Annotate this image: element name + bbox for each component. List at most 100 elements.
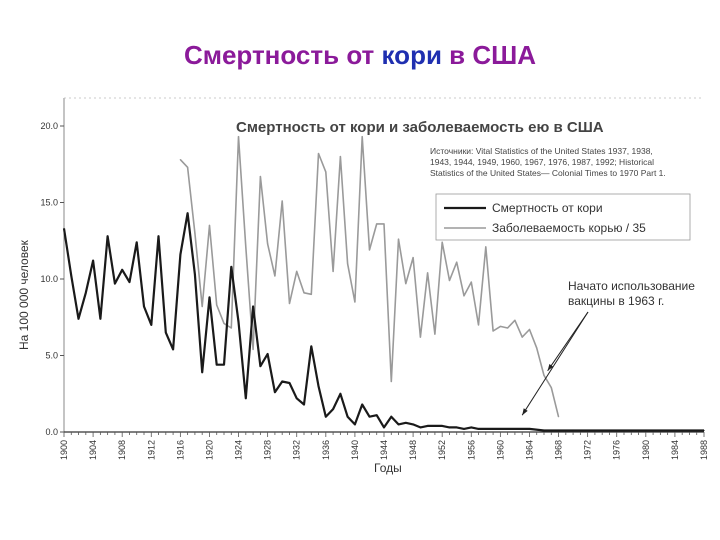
- data-point-mortality: [267, 353, 269, 355]
- annotation-line-1: Начато использование: [568, 279, 695, 293]
- x-tick-label: 1916: [175, 440, 185, 460]
- data-point-mortality: [485, 428, 487, 430]
- slide-title-part1: Смертность от: [183, 40, 382, 70]
- y-tick-label: 15.0: [40, 198, 58, 208]
- data-point-mortality: [368, 416, 371, 418]
- data-point-mortality: [477, 428, 480, 430]
- data-point-mortality: [528, 428, 531, 430]
- data-point-mortality: [361, 403, 363, 406]
- x-tick-label: 1988: [699, 440, 709, 460]
- data-point-mortality: [681, 429, 683, 432]
- series-line-incidence: [179, 135, 560, 417]
- data-point-incidence: [194, 232, 196, 234]
- data-point-incidence: [456, 261, 458, 263]
- x-tick-label: 1904: [88, 440, 98, 460]
- data-point-mortality: [77, 318, 80, 320]
- data-point-mortality: [347, 416, 349, 418]
- data-point-incidence: [296, 270, 298, 272]
- data-point-mortality: [703, 429, 705, 432]
- data-point-incidence: [339, 156, 341, 158]
- x-tick-label: 1936: [321, 440, 331, 460]
- x-tick-label: 1952: [437, 440, 447, 460]
- data-point-incidence: [245, 246, 247, 248]
- data-point-mortality: [397, 423, 400, 425]
- data-point-incidence: [441, 241, 443, 243]
- series-line-mortality: [62, 212, 704, 432]
- data-point-mortality: [179, 253, 181, 256]
- series-group: [62, 135, 705, 432]
- data-point-incidence: [208, 224, 211, 227]
- data-point-mortality: [99, 318, 101, 320]
- data-point-incidence: [230, 327, 232, 329]
- data-point-mortality: [63, 227, 65, 230]
- slide-title: Смертность от кори в США: [0, 40, 720, 71]
- data-point-mortality: [114, 282, 116, 285]
- data-point-mortality: [608, 429, 611, 432]
- data-point-mortality: [281, 380, 283, 383]
- data-point-mortality: [92, 260, 94, 262]
- data-point-incidence: [274, 275, 276, 277]
- data-point-mortality: [208, 296, 211, 298]
- data-point-mortality: [136, 241, 138, 243]
- data-point-mortality: [499, 428, 501, 430]
- y-axis-title: На 100 000 человек: [17, 239, 31, 350]
- slide-title-part2: кори: [381, 40, 442, 70]
- data-point-mortality: [354, 423, 356, 425]
- data-point-incidence: [514, 319, 516, 321]
- data-point-incidence: [463, 295, 465, 297]
- data-point-mortality: [317, 385, 320, 387]
- data-point-incidence: [507, 327, 509, 329]
- legend-label-incidence: Заболеваемость корью / 35: [492, 221, 646, 235]
- data-point-mortality: [434, 425, 436, 427]
- x-tick-label: 1924: [234, 440, 244, 460]
- x-axis-title: Годы: [374, 461, 402, 475]
- data-point-incidence: [448, 279, 451, 282]
- data-point-mortality: [383, 426, 385, 429]
- x-tick-label: 1908: [117, 440, 127, 460]
- annotation-line-2: вакцины в 1963 г.: [568, 294, 664, 308]
- data-point-mortality: [223, 364, 225, 366]
- annotation-arrow: [547, 311, 589, 372]
- data-point-incidence: [237, 136, 240, 138]
- data-point-incidence: [470, 281, 472, 283]
- x-tick-label: 1956: [466, 440, 476, 460]
- data-point-mortality: [85, 292, 87, 294]
- chart-source-line-3: Statistics of the United States— Colonia…: [430, 168, 666, 178]
- y-tick-label: 0.0: [45, 427, 58, 437]
- x-tick-label: 1960: [495, 440, 505, 460]
- data-point-incidence: [310, 293, 312, 295]
- x-tick-label: 1920: [204, 440, 214, 460]
- data-point-incidence: [317, 152, 320, 155]
- data-point-mortality: [121, 269, 123, 271]
- data-point-mortality: [252, 305, 254, 308]
- data-point-mortality: [245, 397, 247, 399]
- data-point-mortality: [332, 408, 334, 410]
- data-point-mortality: [427, 425, 429, 427]
- data-point-mortality: [419, 426, 421, 429]
- data-point-mortality: [150, 324, 152, 326]
- data-point-incidence: [281, 200, 283, 202]
- x-tick-label: 1964: [524, 440, 534, 460]
- y-tick-label: 5.0: [45, 351, 58, 361]
- data-point-mortality: [470, 426, 472, 429]
- annotation-arrowhead: [547, 364, 554, 371]
- data-point-mortality: [230, 266, 232, 268]
- x-tick-label: 1980: [641, 440, 651, 460]
- data-point-mortality: [165, 331, 167, 334]
- data-point-incidence: [485, 246, 487, 248]
- y-tick-label: 10.0: [40, 274, 58, 284]
- data-point-mortality: [441, 425, 443, 427]
- data-point-incidence: [216, 304, 218, 306]
- data-point-incidence: [267, 243, 269, 245]
- data-point-mortality: [143, 305, 145, 308]
- data-point-incidence: [427, 272, 429, 274]
- data-point-mortality: [572, 429, 574, 432]
- data-point-mortality: [514, 428, 516, 430]
- data-point-incidence: [201, 305, 203, 308]
- data-point-mortality: [303, 403, 305, 406]
- data-point-incidence: [390, 380, 392, 383]
- data-point-incidence: [434, 333, 436, 335]
- data-point-incidence: [347, 263, 349, 265]
- data-point-mortality: [376, 414, 378, 416]
